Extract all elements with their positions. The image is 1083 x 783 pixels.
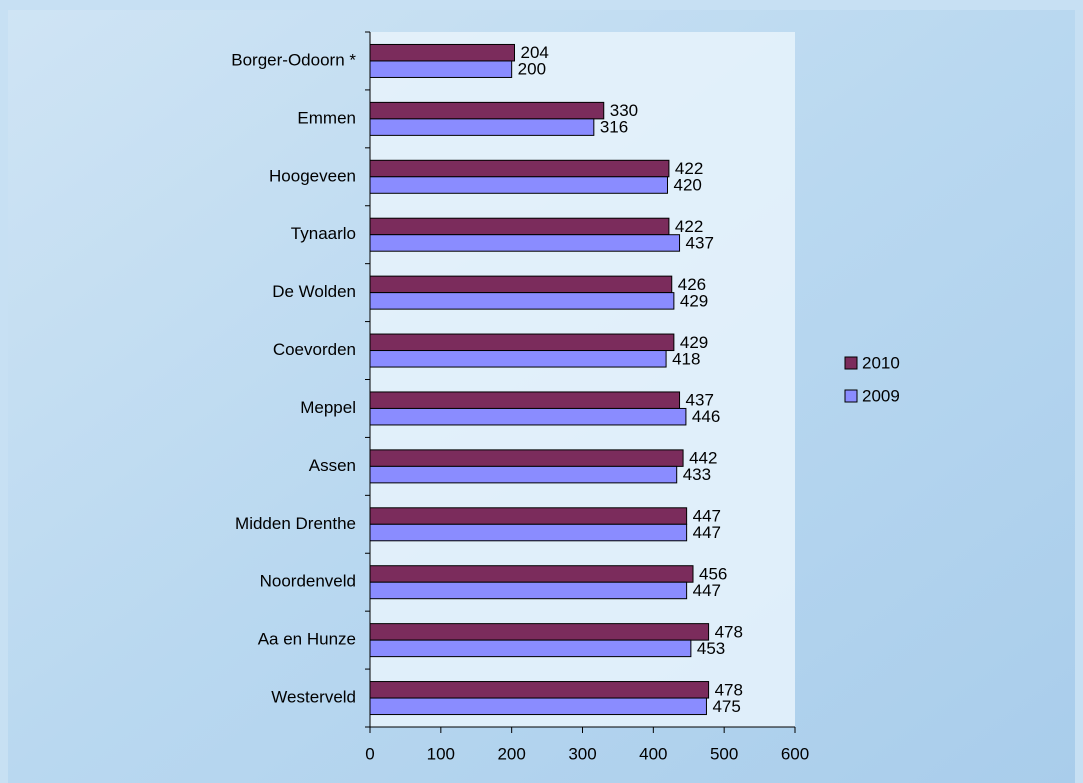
- x-tick-label: 500: [710, 744, 738, 763]
- value-label: 429: [680, 291, 708, 310]
- category-label: De Wolden: [272, 282, 356, 301]
- x-tick-label: 400: [639, 744, 667, 763]
- bar: [369, 275, 673, 294]
- value-label: 453: [697, 639, 725, 658]
- bar: [369, 681, 710, 699]
- bar: [369, 623, 710, 641]
- category-label: Emmen: [297, 108, 356, 127]
- value-label: 447: [693, 523, 721, 542]
- value-label: 426: [678, 275, 706, 294]
- bar: [369, 449, 684, 467]
- bar: [369, 350, 667, 368]
- legend-swatch: [844, 389, 858, 403]
- bar: [369, 391, 681, 409]
- value-label: 422: [675, 159, 703, 178]
- value-label: 433: [683, 465, 711, 484]
- bar: [369, 523, 688, 542]
- bar: [369, 101, 605, 120]
- category-label: Tynaarlo: [291, 224, 356, 243]
- bar: [369, 217, 670, 236]
- value-label: 422: [675, 217, 703, 236]
- category-label: Assen: [309, 456, 356, 475]
- x-tick-label: 200: [497, 744, 525, 763]
- value-label: 316: [600, 118, 628, 137]
- value-label: 456: [699, 564, 727, 583]
- bar: [369, 407, 687, 426]
- x-tick-label: 600: [781, 744, 809, 763]
- category-label: Coevorden: [273, 340, 356, 359]
- value-label: 437: [686, 233, 714, 252]
- category-label: Hoogeveen: [269, 166, 356, 185]
- bar: [369, 292, 675, 310]
- category-label: Westerveld: [271, 688, 356, 707]
- legend-label: 2010: [862, 353, 900, 372]
- bar: [369, 176, 668, 194]
- plot-area: [370, 32, 795, 727]
- legend-swatch: [844, 356, 858, 370]
- bar: [369, 507, 688, 525]
- value-label: 478: [715, 622, 743, 641]
- bar: [369, 465, 678, 484]
- bar: [369, 159, 670, 178]
- category-label: Noordenveld: [260, 572, 356, 591]
- value-label: 437: [686, 391, 714, 410]
- value-label: 447: [693, 507, 721, 526]
- bar: [369, 60, 513, 78]
- category-label: Meppel: [300, 398, 356, 417]
- x-tick-label: 100: [427, 744, 455, 763]
- x-tick-label: 300: [568, 744, 596, 763]
- value-label: 420: [674, 176, 702, 195]
- value-label: 478: [715, 680, 743, 699]
- bar: [369, 565, 694, 583]
- value-label: 447: [693, 581, 721, 600]
- category-label: Borger-Odoorn *: [231, 50, 356, 69]
- bar: [369, 118, 595, 136]
- bar: [369, 43, 515, 62]
- bar: [369, 697, 707, 716]
- category-label: Aa en Hunze: [258, 630, 356, 649]
- bar: [369, 639, 692, 658]
- value-label: 200: [518, 60, 546, 79]
- value-label: 446: [692, 407, 720, 426]
- value-label: 475: [712, 697, 740, 716]
- legend-label: 2009: [862, 386, 900, 405]
- bar: [369, 581, 688, 600]
- value-label: 204: [521, 43, 549, 62]
- bar: [369, 234, 681, 252]
- value-label: 442: [689, 449, 717, 468]
- value-label: 429: [680, 333, 708, 352]
- category-label: Midden Drenthe: [235, 514, 356, 533]
- value-label: 330: [610, 101, 638, 120]
- x-tick-label: 0: [365, 744, 374, 763]
- bar: [369, 333, 675, 352]
- value-label: 418: [672, 349, 700, 368]
